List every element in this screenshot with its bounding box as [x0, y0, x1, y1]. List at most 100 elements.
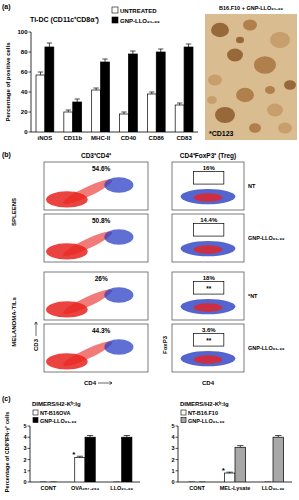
dot-cloud	[181, 299, 236, 314]
dot-cloud	[194, 245, 223, 254]
bars	[36, 43, 193, 132]
population-percent: 54.6%	[92, 165, 111, 172]
bar	[111, 482, 121, 483]
legend-swatch	[181, 410, 186, 415]
y-tick-label: 5	[171, 423, 174, 429]
plot-frame	[44, 162, 148, 210]
stain-blob	[270, 32, 290, 48]
y-tick-label: 0	[171, 479, 174, 485]
dot-cloud	[181, 351, 236, 366]
y-tick	[29, 72, 32, 73]
category-label: CD40	[121, 135, 137, 141]
error-bar	[177, 103, 182, 105]
plot-frame	[44, 324, 148, 372]
error-bar	[102, 59, 107, 62]
error-bar	[130, 51, 135, 54]
stain-blob	[284, 80, 296, 90]
y-axis	[31, 32, 32, 132]
plot-frame	[172, 214, 244, 262]
y-axis-label: Percentage of positive cells	[5, 42, 11, 122]
y-tick	[29, 92, 32, 93]
bar-chart: 012345*CONTMEL-LysateLLO₉₁₋₉₉DIMERS/H2-K…	[171, 401, 292, 491]
y-tick-label: 80	[21, 49, 28, 55]
plot-frame	[172, 272, 244, 320]
bar	[85, 437, 95, 482]
category-label: MHC-II	[91, 135, 110, 141]
plot-frame	[172, 162, 244, 210]
dot-cloud	[181, 241, 236, 256]
dot-cloud	[61, 228, 114, 260]
legend-label: GNP-LLO₉₁₋₉₉	[120, 18, 160, 24]
error-bar	[38, 72, 43, 75]
bar	[75, 457, 85, 482]
legend-swatch	[181, 418, 186, 423]
condition-label: GNP-LLO₉₁₋₉₉	[248, 235, 285, 241]
y-tick	[28, 470, 31, 471]
error-bar	[186, 44, 191, 47]
error-bar	[66, 110, 71, 112]
category-label: MEL-Lysate	[220, 485, 251, 491]
y-tick	[176, 459, 179, 460]
y-tick-label: 1	[23, 468, 26, 474]
group-label: SPLEENS	[11, 198, 17, 226]
stain-label: *CD123	[209, 130, 234, 137]
error-bar	[275, 436, 281, 438]
y-tick	[176, 426, 179, 427]
stain-blob	[267, 104, 283, 117]
error-bar	[75, 99, 80, 102]
y-tick-label: 3	[171, 445, 174, 451]
bar	[273, 437, 284, 482]
gate	[194, 282, 224, 294]
y-tick-label: 20	[21, 109, 28, 115]
bar	[45, 47, 54, 132]
y-axis-label: Percentage of CD8⁺IFN-γ⁺ cells	[4, 412, 10, 492]
gate	[194, 172, 224, 184]
error-bar	[124, 436, 130, 438]
error-bar	[149, 92, 154, 94]
category-label: CD86	[149, 135, 165, 141]
axis-arrow	[98, 382, 112, 385]
y-tick-label: 1	[171, 468, 174, 474]
bar	[122, 437, 132, 482]
legend-label: UNTREATED	[120, 8, 157, 14]
y-tick	[28, 437, 31, 438]
y-tick	[28, 482, 31, 483]
significance: *	[222, 466, 226, 475]
group-label: MELANOMA-TILs	[11, 297, 17, 347]
legend-label: GNP-LLO₉₁₋₉₉	[188, 418, 225, 424]
y-tick	[29, 52, 32, 53]
axis-label: FoxP3	[162, 335, 168, 354]
stain-blob	[236, 37, 244, 43]
error-bar	[50, 482, 56, 483]
micrograph-caption: B16.F10 + GNP-LLO₉₁₋₉₉	[219, 5, 283, 11]
error-bar	[158, 49, 163, 52]
legend-label: NT-B16.F10	[188, 410, 218, 416]
bar	[156, 52, 165, 132]
stain-blob	[208, 74, 222, 85]
panel-label: (b)	[2, 151, 11, 159]
category-label: iNOS	[38, 135, 53, 141]
y-tick-label: 60	[21, 69, 28, 75]
stain-blob	[215, 107, 235, 123]
error-bar	[40, 482, 46, 483]
y-tick	[176, 470, 179, 471]
significance: *	[72, 450, 76, 459]
y-tick	[29, 132, 32, 133]
dot-cloud	[181, 189, 236, 204]
legend-label: GNP-LLO₉₁₋₉₉	[40, 418, 77, 424]
column-header: CD3⁺CD4⁺	[81, 152, 112, 159]
stain-blob	[278, 122, 292, 133]
bar-chart: 020406080100iNOSCD11bMHC-IICD40CD86CD83T…	[5, 7, 198, 141]
bar	[101, 62, 110, 132]
y-tick	[29, 112, 32, 113]
legend-swatch	[112, 7, 118, 13]
category-label: OVA₂₅₇₋₂₆₄	[71, 485, 100, 491]
error-bar	[113, 482, 119, 483]
bar	[64, 112, 73, 132]
panel-label: (a)	[2, 3, 11, 11]
bars	[40, 436, 132, 482]
legend-label: NT-B16OVA	[40, 410, 70, 416]
figure: (a)(b)(c)020406080100iNOSCD11bMHC-IICD40…	[0, 0, 299, 500]
stain-blob	[207, 96, 217, 104]
plot-frame	[44, 272, 148, 320]
